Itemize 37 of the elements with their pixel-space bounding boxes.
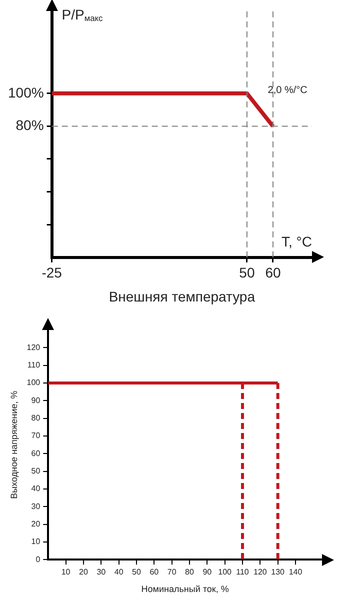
x-tick-label: 20 xyxy=(79,568,88,577)
x-tick-label: 40 xyxy=(114,568,124,577)
x-tick-label: 70 xyxy=(167,568,177,577)
y-tick-label: 50 xyxy=(31,466,41,476)
y-tick-label: 60 xyxy=(31,448,41,458)
x-tick-label: 60 xyxy=(150,568,160,577)
x-tick-label: 100 xyxy=(218,568,232,577)
x-tick-label: 30 xyxy=(96,568,106,577)
y-tick-label: 0 xyxy=(36,554,41,564)
annotation: 2,0 %/°C xyxy=(268,84,308,96)
x-tick-label: 60 xyxy=(265,264,281,281)
y-tick-label: 30 xyxy=(31,502,41,511)
y-tick-label: 10 xyxy=(31,537,41,546)
x-tick-label: 50 xyxy=(239,264,255,281)
x-tick-label: 10 xyxy=(61,568,71,577)
y-tick-label: 90 xyxy=(31,396,41,405)
annotation: T, °C xyxy=(282,233,312,250)
x-tick-label: 50 xyxy=(132,568,142,577)
y-tick-label: 70 xyxy=(31,431,41,440)
x-tick-label: -25 xyxy=(42,264,62,281)
x-tick-label: 120 xyxy=(253,568,268,577)
x-tick-label: 110 xyxy=(236,568,250,577)
y-tick-label: 80% xyxy=(16,117,44,134)
x-tick-label: 140 xyxy=(288,568,303,577)
x-tick-label: 130 xyxy=(271,568,286,577)
y-tick-label: 120 xyxy=(26,342,41,352)
y-tick-label: 80 xyxy=(31,414,41,423)
x-tick-label: 90 xyxy=(202,568,212,577)
x-tick-label: 80 xyxy=(185,568,194,577)
y-tick-label: 100% xyxy=(8,84,44,100)
y-tick-label: 110 xyxy=(27,360,41,370)
y-tick-label: 20 xyxy=(31,519,41,528)
x-axis-title: Внешняя температура xyxy=(108,288,256,304)
y-tick-label: 100 xyxy=(26,378,41,388)
y-axis-title: Выходное напряжение, % xyxy=(8,390,19,499)
y-tick-label: 40 xyxy=(31,484,41,494)
x-axis-title: Номинальный ток, % xyxy=(141,584,229,594)
